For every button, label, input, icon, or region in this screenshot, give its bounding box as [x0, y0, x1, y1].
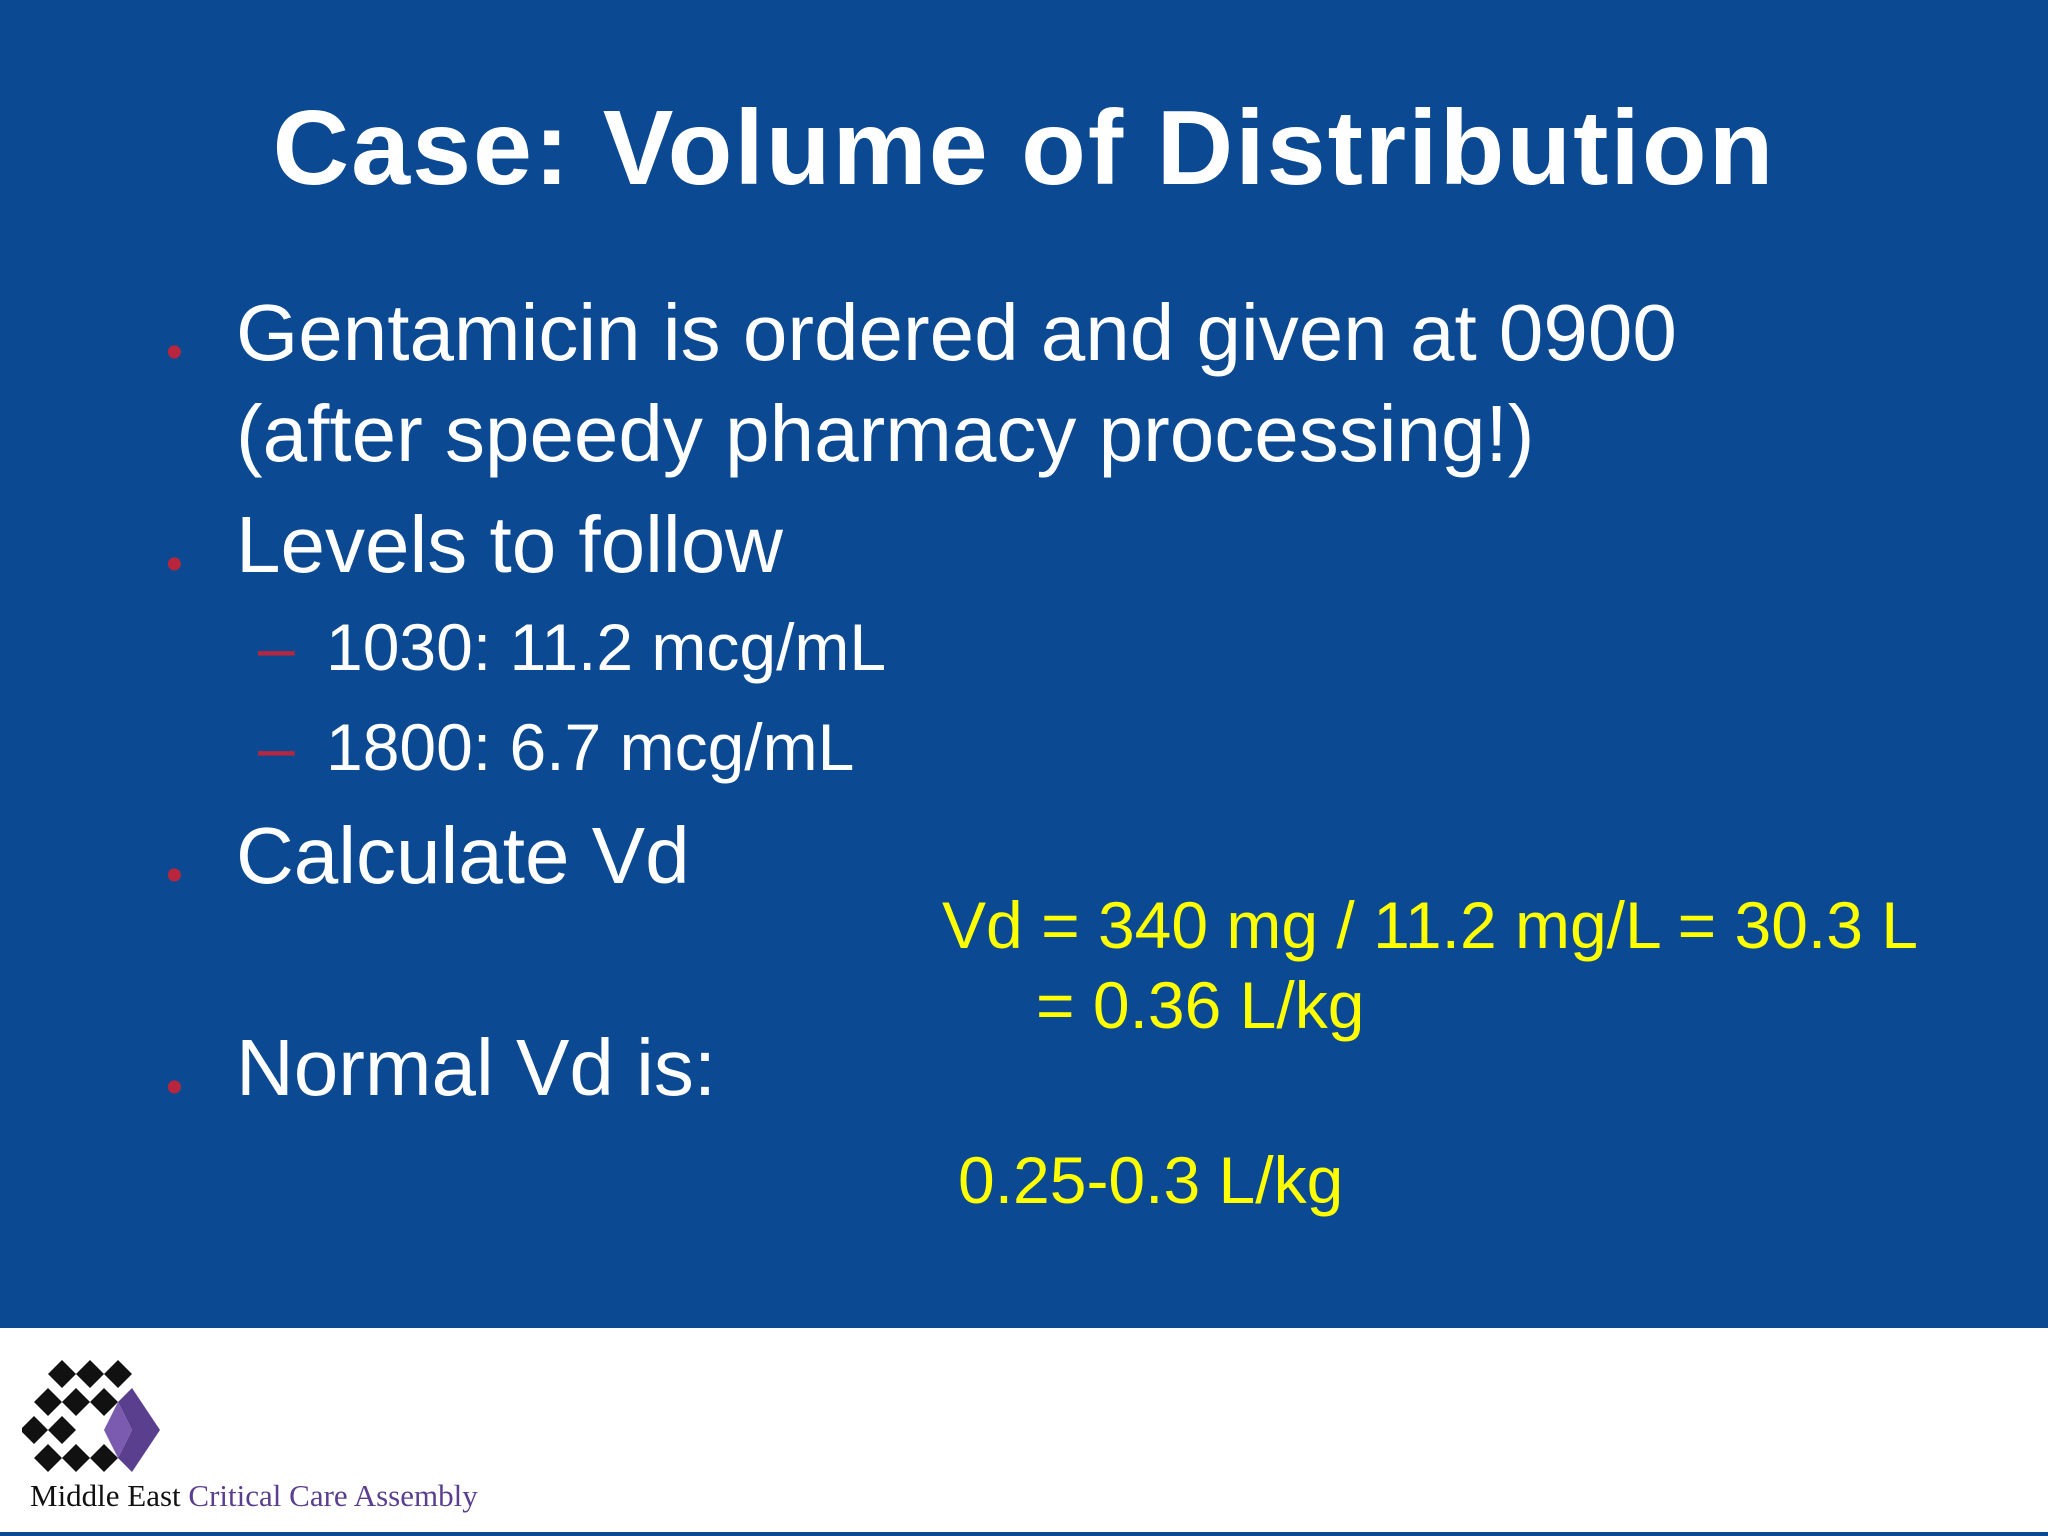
sub-item-text: 1030: 11.2 mcg/mL — [326, 610, 887, 684]
bullet-text-line: (after speedy pharmacy processing!) — [236, 389, 1535, 478]
bullet-levels-to-follow: • Levels to follow — [166, 494, 783, 595]
bullet-marker: • — [166, 326, 183, 379]
sub-item-level-1800: – 1800: 6.7 mcg/mL — [258, 707, 855, 787]
vd-calculation-line1: Vd = 340 mg / 11.2 mg/L = 30.3 L — [942, 888, 1918, 962]
logo-organization-name: Middle East Critical Care Assembly — [30, 1478, 478, 1514]
sub-item-text: 1800: 6.7 mcg/mL — [326, 710, 855, 784]
bullet-text-line: Gentamicin is ordered and given at 0900 — [236, 288, 1677, 377]
sub-item-dash: – — [258, 710, 295, 784]
bullet-marker: • — [166, 538, 183, 591]
bullet-marker: • — [166, 849, 183, 902]
sub-item-level-1030: – 1030: 11.2 mcg/mL — [258, 607, 887, 687]
slide-footer: Middle East Critical Care Assembly — [0, 1328, 2048, 1536]
bullet-normal-vd: • Normal Vd is: — [166, 1017, 717, 1118]
bullet-text-line: Normal Vd is: — [236, 1023, 717, 1112]
bullet-text-line: Calculate Vd — [236, 811, 690, 900]
footer-bottom-rule — [0, 1532, 2048, 1536]
logo-name-part2: Critical Care Assembly — [188, 1478, 478, 1513]
slide-title: Case: Volume of Distribution — [272, 89, 1776, 207]
sub-item-dash: – — [258, 610, 295, 684]
bullet-calculate-vd: • Calculate Vd — [166, 805, 690, 906]
bullet-gentamicin-order: • Gentamicin is ordered and given at 090… — [166, 282, 1677, 484]
bullet-text-line: Levels to follow — [236, 500, 783, 589]
slide-content: Case: Volume of Distribution • Gentamici… — [0, 0, 2048, 1328]
normal-vd-answer: 0.25-0.3 L/kg — [958, 1143, 1344, 1217]
vd-calculation-line2: = 0.36 L/kg — [1036, 968, 1365, 1042]
bullet-marker: • — [166, 1061, 183, 1114]
logo-name-part1: Middle East — [30, 1478, 181, 1513]
diamond-grid-logo-icon — [22, 1360, 160, 1472]
